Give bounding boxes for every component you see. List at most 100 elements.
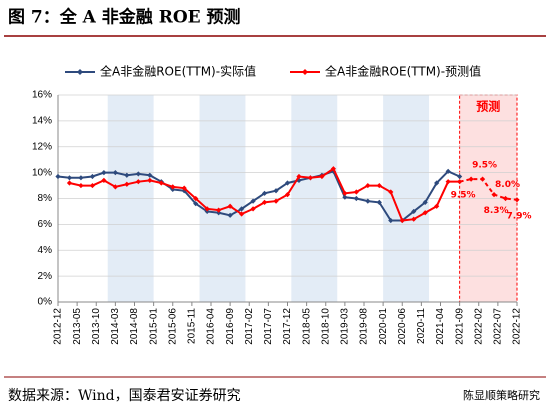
point: [434, 180, 440, 186]
point: [112, 170, 118, 176]
point: [78, 175, 84, 181]
point: [273, 198, 279, 204]
y-tick-label: 2%: [38, 271, 53, 282]
point: [342, 190, 348, 196]
point: [66, 180, 73, 186]
point: [261, 190, 268, 196]
point: [445, 168, 451, 174]
point: [124, 172, 130, 178]
point: [273, 188, 279, 194]
point: [411, 216, 417, 222]
point: [112, 184, 118, 190]
point: [193, 195, 199, 202]
legend-label: 全A非金融ROE(TTM)-实际值: [100, 64, 256, 79]
x-tick-label: 2015-11: [187, 308, 198, 344]
point: [502, 195, 509, 202]
point: [78, 182, 84, 189]
x-tick-label: 2016-04: [206, 308, 217, 345]
y-tick-label: 6%: [38, 219, 53, 230]
point: [227, 203, 233, 209]
point: [135, 179, 141, 185]
point: [353, 195, 359, 202]
point: [101, 177, 107, 183]
point: [422, 199, 428, 205]
x-tick-label: 2017-02: [244, 308, 255, 345]
x-tick-label: 2012-12: [53, 308, 64, 345]
x-tick-label: 2020-01: [378, 308, 389, 345]
point: [204, 206, 210, 212]
point: [468, 176, 474, 182]
point: [434, 203, 440, 209]
point: [445, 179, 451, 185]
point: [296, 177, 302, 183]
point: [124, 181, 130, 187]
point: [147, 172, 153, 178]
point: [239, 206, 245, 212]
point: [227, 212, 233, 218]
y-tick-label: 16%: [32, 90, 52, 101]
x-tick-label: 2017-07: [263, 308, 274, 345]
point: [89, 182, 96, 189]
point: [284, 192, 291, 198]
x-tick-label: 2013-05: [72, 308, 83, 345]
point: [457, 179, 463, 185]
point: [376, 199, 382, 205]
legend-marker: [77, 69, 83, 75]
point: [411, 208, 417, 215]
point: [261, 199, 268, 205]
value-label: 9.5%: [472, 161, 497, 171]
point: [365, 182, 371, 189]
point: [319, 173, 325, 180]
x-tick-label: 2016-09: [225, 308, 236, 345]
x-tick-label: 2022-12: [512, 308, 523, 345]
point: [479, 176, 486, 182]
x-tick-label: 2014-03: [110, 308, 121, 345]
point: [250, 198, 256, 204]
x-tick-label: 2022-07: [493, 308, 504, 345]
point: [55, 173, 61, 180]
point: [181, 185, 187, 191]
point: [216, 207, 222, 213]
point: [239, 211, 245, 217]
point: [296, 173, 302, 180]
point: [491, 192, 497, 198]
value-label: 8.3%: [484, 206, 509, 216]
x-tick-label: 2018-05: [301, 308, 312, 345]
point: [147, 177, 153, 183]
point: [353, 189, 359, 195]
point: [388, 189, 394, 195]
x-tick-label: 2017-12: [282, 308, 293, 345]
y-tick-label: 12%: [32, 141, 52, 152]
legend-marker: [302, 69, 308, 75]
point: [135, 171, 141, 177]
y-tick-label: 10%: [32, 167, 52, 178]
x-tick-label: 2019-03: [340, 308, 351, 345]
point: [342, 194, 348, 200]
point: [399, 217, 405, 224]
y-tick-label: 8%: [38, 193, 53, 204]
x-tick-label: 2013-10: [91, 308, 102, 345]
value-label: 7.9%: [507, 211, 532, 221]
x-tick-label: 2019-08: [359, 308, 370, 345]
y-tick-label: 4%: [38, 245, 53, 256]
point: [376, 182, 382, 189]
point: [66, 175, 73, 181]
point: [514, 197, 520, 203]
point: [422, 210, 428, 216]
point: [284, 180, 291, 186]
value-label: 8.0%: [495, 180, 520, 190]
x-tick-label: 2021-09: [454, 308, 465, 345]
forecast-label: 预测: [476, 99, 500, 114]
x-tick-label: 2015-06: [167, 308, 178, 345]
x-tick-label: 2020-06: [397, 308, 408, 345]
point: [89, 173, 96, 180]
x-tick-label: 2018-10: [320, 308, 331, 345]
x-tick-label: 2015-01: [148, 308, 159, 345]
point: [158, 180, 164, 186]
chart-title: 图 7：全 A 非金融 ROE 预测: [8, 7, 241, 28]
point: [170, 184, 176, 190]
point: [250, 206, 256, 212]
legend-label: 全A非金融ROE(TTM)-预测值: [325, 64, 481, 79]
point: [193, 201, 199, 207]
